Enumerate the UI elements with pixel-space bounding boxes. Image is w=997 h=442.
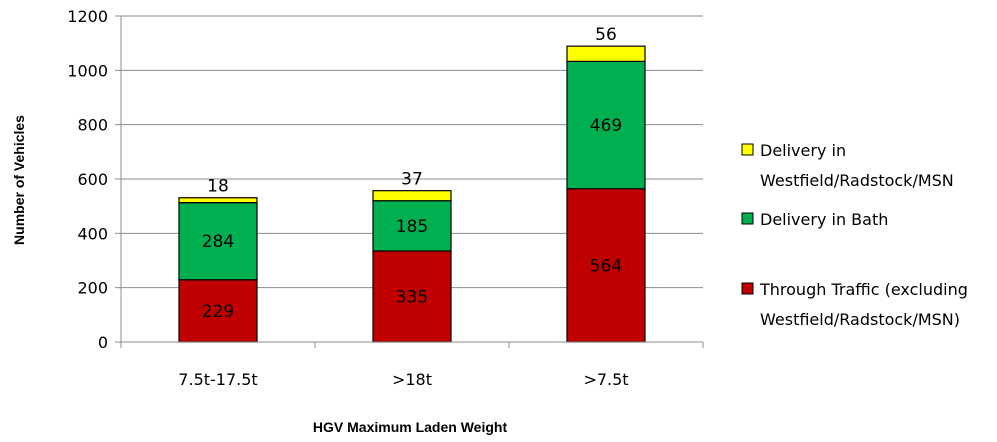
data-label: 37 bbox=[401, 170, 423, 190]
x-tick-label: >7.5t bbox=[583, 370, 628, 389]
data-label: 284 bbox=[202, 232, 234, 252]
x-tick-label: 7.5t-17.5t bbox=[178, 370, 257, 389]
bar-segment bbox=[566, 45, 646, 62]
bar-segment bbox=[178, 202, 258, 281]
legend-swatch bbox=[741, 212, 754, 225]
legend-swatch bbox=[741, 282, 754, 295]
bar-segment bbox=[178, 197, 258, 204]
y-tick-label: 600 bbox=[77, 170, 108, 189]
data-label: 18 bbox=[207, 177, 229, 197]
legend-swatch bbox=[741, 143, 754, 156]
y-tick-label: 0 bbox=[98, 333, 108, 352]
data-label: 335 bbox=[396, 287, 428, 307]
data-labels: 229 284 18 335 185 37 564 469 56 bbox=[202, 25, 622, 322]
x-tick-label: >18t bbox=[392, 370, 432, 389]
bar-segment bbox=[566, 60, 646, 190]
y-tick-label: 1000 bbox=[67, 61, 108, 80]
y-tick-label: 800 bbox=[77, 116, 108, 135]
data-label: 469 bbox=[590, 116, 622, 136]
legend-label: Delivery in Bath bbox=[760, 210, 888, 229]
bars bbox=[178, 45, 646, 343]
legend-label: Delivery in bbox=[760, 141, 846, 160]
data-label: 229 bbox=[202, 302, 234, 322]
data-label: 185 bbox=[396, 217, 428, 237]
y-axis-title: Number of Vehicles bbox=[11, 115, 27, 245]
legend-label: Westfield/Radstock/MSN) bbox=[760, 310, 960, 329]
axes: 0 200 400 600 800 1000 1200 7.5t-17.5t >18t >7.5t bbox=[67, 7, 704, 389]
bar-segment bbox=[372, 190, 452, 202]
legend: Delivery in Westfield/Radstock/MSN Deliver… bbox=[741, 141, 968, 329]
data-label: 564 bbox=[590, 256, 622, 276]
data-label: 56 bbox=[595, 25, 617, 45]
y-tick-label: 1200 bbox=[67, 7, 108, 26]
legend-label: Westfield/Radstock/MSN bbox=[760, 171, 954, 190]
legend-label: Through Traffic (excluding bbox=[759, 280, 968, 299]
y-tick-label: 400 bbox=[77, 224, 108, 243]
y-tick-label: 200 bbox=[77, 279, 108, 298]
x-axis-title: HGV Maximum Laden Weight bbox=[313, 419, 508, 435]
